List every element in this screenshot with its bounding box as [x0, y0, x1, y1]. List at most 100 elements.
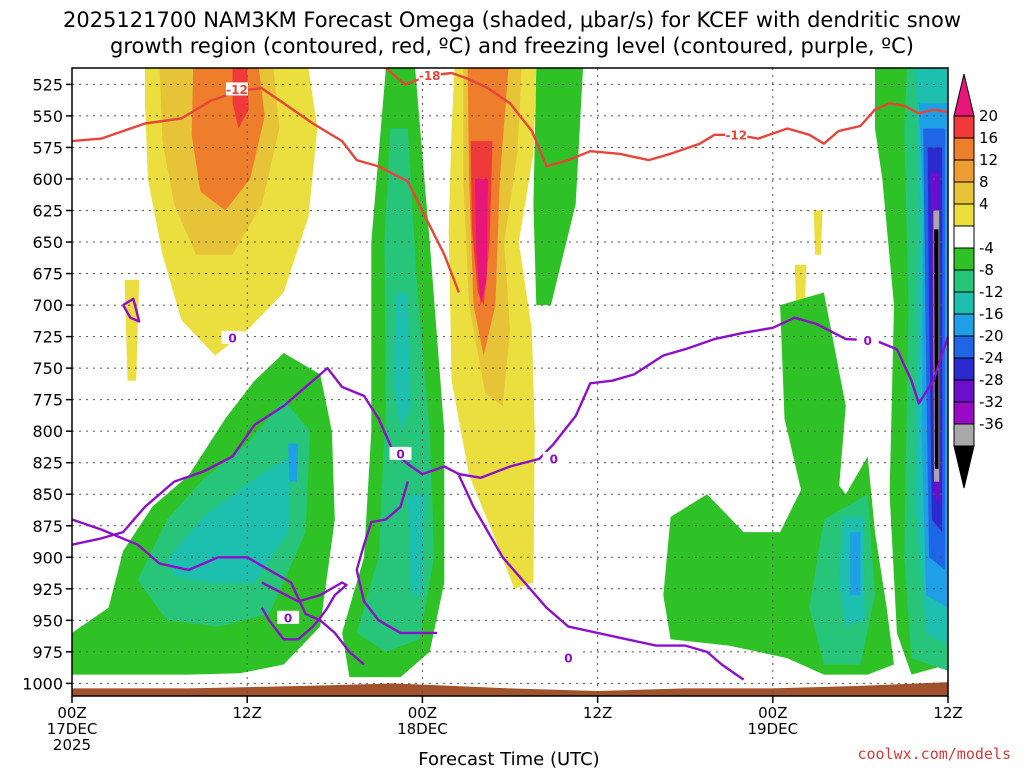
colorbar-swatch — [953, 137, 975, 161]
freezing-contour-label: 0 — [864, 334, 872, 348]
colorbar-swatch — [953, 225, 975, 249]
colorbar-swatch — [953, 203, 975, 227]
y-tick-label: 825 — [32, 454, 63, 473]
contour-labels: -12 -18 -12 0 0 0 0 0 0 — [221, 68, 879, 666]
x-tick-label: 18DEC — [397, 720, 448, 738]
y-tick-label: 950 — [32, 611, 63, 630]
y-tick-label: 875 — [32, 517, 63, 536]
colorbar-tick-label: 20 — [979, 107, 998, 125]
x-tick-label: 2025 — [53, 736, 91, 754]
colorbar-tick-label: 16 — [979, 129, 998, 147]
omega-shade-region — [780, 292, 846, 495]
dgz-contour-label-bg — [725, 127, 748, 141]
colorbar-swatch — [953, 159, 975, 183]
y-tick-label: 1000 — [22, 674, 63, 693]
omega-shade-region — [934, 229, 939, 469]
colorbar-swatch — [953, 357, 975, 381]
freezing-contour-label: 0 — [564, 652, 572, 666]
freezing-contour-line — [72, 518, 365, 666]
y-tick-label: 975 — [32, 643, 63, 662]
omega-shade-region — [850, 532, 861, 596]
freezing-contour-label: 0 — [396, 447, 404, 461]
y-tick-label: 550 — [32, 107, 63, 126]
colorbar-tick-label: 4 — [979, 195, 989, 213]
colorbar-tick-label: -24 — [979, 349, 1004, 367]
colorbar-tick-label: 12 — [979, 151, 998, 169]
x-tick-label: 19DEC — [748, 720, 799, 738]
x-tick-label: 00Z — [57, 704, 86, 722]
omega-shade-region — [813, 210, 823, 255]
freezing-contour-label: 0 — [284, 611, 292, 625]
colorbar-swatch — [953, 335, 975, 359]
y-tick-label: 525 — [32, 75, 63, 94]
omega-shade-region — [393, 292, 411, 432]
omega-shade-region — [533, 68, 583, 306]
freezing-contour-line — [457, 474, 745, 681]
omega-shade-region — [407, 494, 426, 596]
dgz-contour-label: -18 — [419, 69, 441, 83]
x-tick-label: 00Z — [758, 704, 787, 722]
colorbar-tick-label: -4 — [979, 239, 994, 257]
plot-area: -12 -18 -12 0 0 0 0 0 0 — [71, 67, 949, 697]
colorbar-swatch — [953, 423, 975, 447]
y-tick-label: 725 — [32, 328, 63, 347]
colorbar-tick-label: -12 — [979, 283, 1004, 301]
dgz-contour-label-bg — [225, 82, 248, 96]
freezing-contour-label: 0 — [550, 452, 558, 466]
colorbar-tick-label: -36 — [979, 415, 1004, 433]
dgz-contour-label-bg — [418, 68, 441, 82]
y-tick-label: 700 — [32, 296, 63, 315]
freezing-contour-label-bg — [856, 333, 879, 347]
ground-layer — [72, 682, 948, 696]
y-tick-label: 600 — [32, 170, 63, 189]
contour-lines — [72, 68, 948, 681]
freezing-contour-label-bg — [389, 446, 412, 460]
y-tick-label: 625 — [32, 201, 63, 220]
x-tick-label: 12Z — [233, 704, 262, 722]
colorbar-tick-label: -16 — [979, 305, 1004, 323]
freezing-contour-line — [122, 297, 141, 323]
y-tick-label: 925 — [32, 580, 63, 599]
freezing-contour-label-bg — [277, 610, 300, 624]
x-tick-label: 12Z — [583, 704, 612, 722]
y-tick-label: 750 — [32, 359, 63, 378]
y-tick-label: 650 — [32, 233, 63, 252]
colorbar-tick-label: -20 — [979, 327, 1004, 345]
colorbar-swatch — [953, 115, 975, 139]
omega-shade-region — [166, 456, 291, 583]
omega-shade-region — [288, 443, 299, 482]
dgz-contour-label: -12 — [226, 83, 248, 97]
title-line-2: growth region (contoured, red, ºC) and f… — [110, 34, 914, 58]
credit-text: coolwx.com/models — [857, 745, 1011, 763]
omega-shade-region — [794, 264, 807, 306]
freezing-contour-label: 0 — [228, 331, 236, 345]
dgz-contour-label: -12 — [725, 128, 747, 142]
freezing-contour-line — [260, 581, 348, 641]
colorbar-tick-label: -28 — [979, 371, 1004, 389]
colorbar-swatch — [953, 269, 975, 293]
freezing-contour-line — [72, 316, 948, 546]
y-tick-label: 575 — [32, 138, 63, 157]
x-tick-label: 12Z — [933, 704, 962, 722]
colorbar-bottom-arrow — [953, 445, 975, 489]
chart-title: 2025121700 NAM3KM Forecast Omega (shaded… — [63, 8, 961, 58]
freezing-contour-line — [355, 481, 437, 635]
y-axis: 525 550 575 600 625 650 675 700 725 750 775 800 825 8… — [22, 75, 72, 693]
dgz-contour-line — [385, 68, 948, 168]
freezing-contour-label-bg — [557, 651, 580, 665]
colorbar-swatch — [953, 291, 975, 315]
freezing-contour-label-bg — [542, 451, 565, 465]
plot-frame — [71, 67, 949, 697]
y-tick-label: 800 — [32, 422, 63, 441]
colorbar-swatch — [953, 401, 975, 425]
colorbar-swatch — [953, 181, 975, 205]
freezing-contour-label-bg — [221, 330, 244, 344]
colorbar-tick-label: -32 — [979, 393, 1004, 411]
ground-terrain — [72, 682, 948, 696]
x-tick-label: 00Z — [408, 704, 437, 722]
title-line-1: 2025121700 NAM3KM Forecast Omega (shaded… — [63, 8, 961, 32]
dgz-contour-line — [72, 86, 461, 293]
y-tick-label: 675 — [32, 265, 63, 284]
